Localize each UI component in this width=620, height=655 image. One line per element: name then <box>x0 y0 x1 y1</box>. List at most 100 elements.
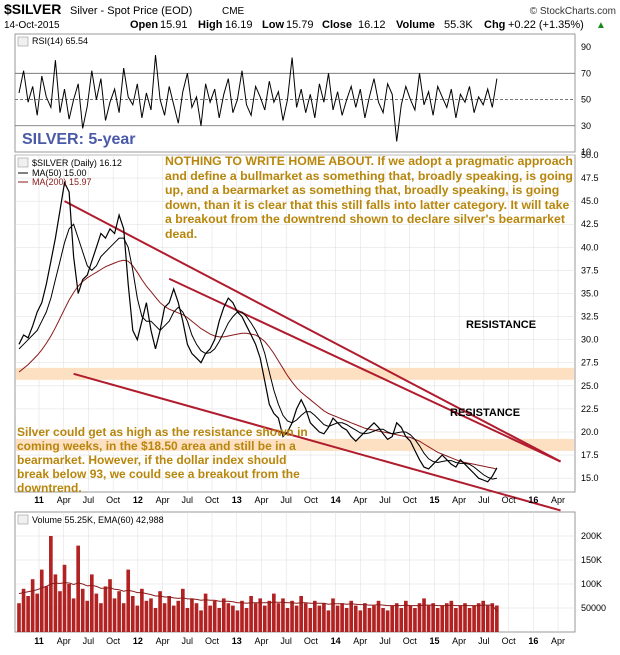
price-panel: 15.0 17.5 20.0 22.5 25.0 27.5 30.0 32.5 35.0 37.5… <box>14 150 599 512</box>
volume-x-tick: Jul <box>182 636 194 646</box>
price-legend-box-icon <box>17 157 29 168</box>
volume-bar <box>253 603 258 632</box>
volume-bar <box>431 603 435 632</box>
volume-bar <box>149 598 153 632</box>
rsi-reference-lines <box>15 72 575 127</box>
price-x-tick: 16 <box>528 495 538 505</box>
price-x-axis: 11 Apr Jul Oct 12 Apr Jul Oct 13 Apr Jul Oct 14 Apr Ju… <box>34 495 565 505</box>
volume-bar <box>190 598 194 632</box>
volume-bar <box>181 588 185 632</box>
volume-bar <box>344 608 349 632</box>
volume-bar <box>312 600 317 632</box>
price-tick-label: 17.5 <box>581 450 599 460</box>
volume-bar <box>226 603 231 632</box>
exchange-label: CME <box>222 6 245 17</box>
volume-bar <box>335 605 340 632</box>
price-tick-label: 30.0 <box>581 335 599 345</box>
volume-bar <box>294 605 299 632</box>
volume-bar <box>35 593 40 632</box>
volume-tick-label: 100K <box>581 579 602 589</box>
volume-bar <box>153 608 158 632</box>
rsi-tick-label: 50 <box>581 95 591 105</box>
volume-legend-box-icon <box>17 514 29 525</box>
price-series-line <box>18 180 498 483</box>
volume-bar <box>194 603 199 632</box>
price-x-tick: Oct <box>205 495 220 505</box>
legend-price: $SILVER (Daily) 16.12 <box>32 158 122 168</box>
symbol-label: $SILVER <box>4 1 61 17</box>
channel-line-1 <box>64 200 562 463</box>
volume-y-axis: 50000 100K 150K 200K <box>581 531 606 613</box>
volume-bar <box>290 600 294 632</box>
volume-bar <box>167 596 172 632</box>
rsi-series-line <box>18 54 498 142</box>
volume-bar <box>99 603 103 632</box>
volume-bar <box>381 608 385 632</box>
volume-bar <box>94 593 99 632</box>
volume-legend: Volume 55.25K, EMA(60) 42,988 <box>32 515 164 525</box>
volume-bar <box>217 608 222 632</box>
price-tick-label: 37.5 <box>581 265 599 275</box>
volume-bar <box>276 603 281 632</box>
volume-x-tick: Apr <box>452 636 466 646</box>
volume-x-tick: 13 <box>232 636 242 646</box>
volume-bars <box>17 536 499 632</box>
volume-bar <box>158 591 162 632</box>
volume-bar <box>267 600 272 632</box>
price-x-tick: Apr <box>57 495 71 505</box>
price-tick-label: 27.5 <box>581 358 599 368</box>
volume-bar <box>176 600 181 632</box>
volume-bar <box>89 574 94 632</box>
volume-bar <box>130 596 135 632</box>
price-x-tick: Jul <box>182 495 194 505</box>
resistance-label-lower: RESISTANCE <box>450 407 520 419</box>
chg-up-arrow-icon: ▲ <box>596 20 606 31</box>
volume-x-tick: Apr <box>57 636 71 646</box>
chg-label: Chg <box>484 19 505 31</box>
volume-bar <box>485 605 490 632</box>
volume-bar <box>417 603 422 632</box>
annotation-secondary: Silver could get as high as the resistan… <box>17 425 308 495</box>
volume-bar <box>30 579 35 632</box>
chart-title: SILVER: 5-year <box>22 131 136 148</box>
volume-bar <box>422 598 426 632</box>
volume-bar <box>399 608 404 632</box>
price-x-tick: Apr <box>452 495 466 505</box>
price-x-tick: 12 <box>133 495 143 505</box>
volume-bar <box>258 598 263 632</box>
volume-bar <box>394 603 399 632</box>
price-tick-label: 42.5 <box>581 219 599 229</box>
volume-bar <box>303 603 308 632</box>
price-x-tick: Apr <box>254 495 268 505</box>
volume-bar <box>376 600 381 632</box>
volume-x-tick: Oct <box>106 636 121 646</box>
price-x-tick: 14 <box>331 495 341 505</box>
price-x-tick: Jul <box>379 495 391 505</box>
price-x-tick: 15 <box>429 495 439 505</box>
volume-bar <box>144 600 149 632</box>
volume-x-tick: Oct <box>403 636 418 646</box>
volume-bar <box>408 605 413 632</box>
price-y-axis: 15.0 17.5 20.0 22.5 25.0 27.5 30.0 32.5 35.0 37.5… <box>581 150 599 483</box>
volume-bar <box>71 598 76 632</box>
volume-bar <box>212 600 217 632</box>
volume-bar <box>472 605 476 632</box>
close-label: Close <box>322 19 352 31</box>
ma50-line <box>18 223 497 480</box>
volume-bar <box>208 605 212 632</box>
ma200-line <box>18 259 498 470</box>
volume-x-tick: Oct <box>205 636 220 646</box>
volume-x-tick: 16 <box>528 636 538 646</box>
volume-bar <box>203 593 208 632</box>
rsi-tick-label: 70 <box>581 68 591 78</box>
volume-label: Volume <box>396 19 435 31</box>
price-tick-label: 22.5 <box>581 404 599 414</box>
volume-bar <box>467 608 472 632</box>
resistance-band-2 <box>16 438 574 451</box>
annotation-main: NOTHING TO WRITE HOME ABOUT. If we adopt… <box>165 154 573 240</box>
volume-bar <box>67 584 71 632</box>
volume-value: 55.3K <box>444 19 473 31</box>
volume-bar <box>308 608 313 632</box>
high-value: 16.19 <box>225 19 253 31</box>
volume-bar <box>367 608 372 632</box>
